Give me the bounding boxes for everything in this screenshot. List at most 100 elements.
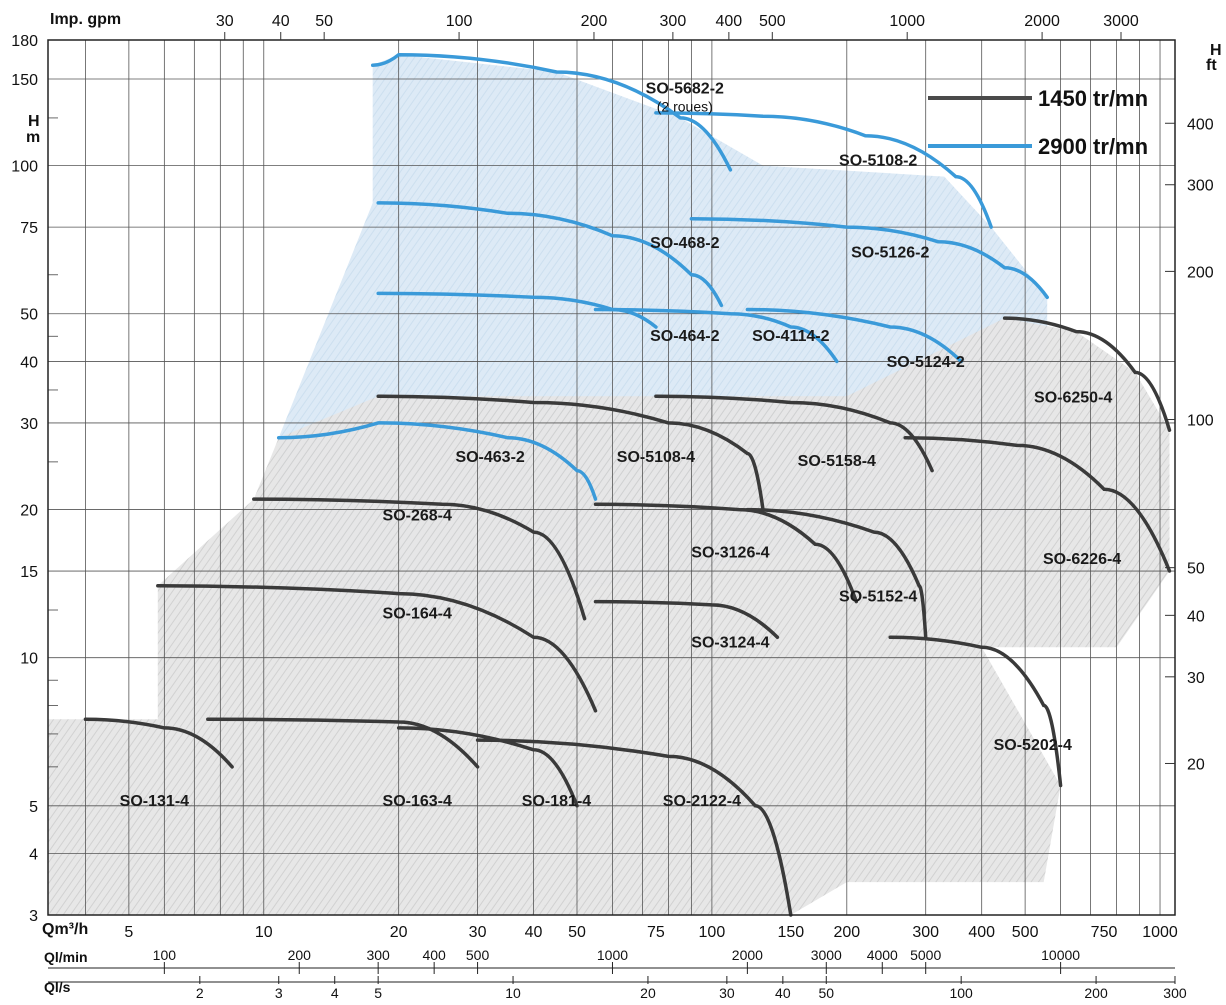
lmin-tick-3000: 3000 <box>811 947 842 963</box>
lmin-tick-10000: 10000 <box>1041 947 1080 963</box>
label-so-6250-4: SO-6250-4 <box>1034 390 1112 407</box>
pump-curves <box>83 52 1172 917</box>
y-right-tick-30: 30 <box>1187 670 1205 687</box>
label-so-268-4: SO-268-4 <box>383 508 452 525</box>
x-main-tick-100: 100 <box>699 924 726 941</box>
lmin-tick-100: 100 <box>153 947 177 963</box>
curve-so-163-4 <box>206 717 480 769</box>
label-so-463-2: SO-463-2 <box>455 449 524 466</box>
right-axis-unit: ft <box>1206 57 1217 74</box>
label-so-5108-4: SO-5108-4 <box>617 449 695 466</box>
top-axis-title: Imp. gpm <box>50 11 121 28</box>
left-axis-unit: m <box>26 129 40 146</box>
curve-so-164-4 <box>156 584 598 713</box>
legend: 1450 tr/mn 2900 tr/mn <box>928 86 1148 159</box>
y-left-tick-5: 5 <box>29 799 38 816</box>
y-right-tick-200: 200 <box>1187 264 1214 281</box>
x-main-tick-50: 50 <box>568 924 586 941</box>
axes: 3 4 5 10 15 20 30 40 50 75 100 150 180 20 30 40 50 100 200… <box>11 13 1214 1001</box>
ls-tick-10: 10 <box>505 985 521 1001</box>
grid-lines <box>48 39 1175 916</box>
y-left-tick-4: 4 <box>29 847 38 864</box>
coverage-area-2 <box>48 318 1170 916</box>
curve-so-5108-4 <box>376 394 765 512</box>
curve-so-268-4 <box>252 497 587 621</box>
label-so-3124-4: SO-3124-4 <box>691 634 769 651</box>
x-top-tick-400: 400 <box>716 13 743 30</box>
x-top-tick-500: 500 <box>759 13 786 30</box>
curve-so-5108-2 <box>654 111 993 229</box>
y-right-tick-40: 40 <box>1187 608 1205 625</box>
lmin-axis-title: Ql/min <box>44 949 88 965</box>
curve-so-2122-4 <box>475 738 793 917</box>
y-left-tick-180: 180 <box>11 33 38 50</box>
label-so-6226-4: SO-6226-4 <box>1043 551 1121 568</box>
curve-so-3126-4 <box>593 502 859 604</box>
label-so-2122-4: SO-2122-4 <box>663 793 741 810</box>
y-left-tick-30: 30 <box>20 416 38 433</box>
label-so-5158-4: SO-5158-4 <box>798 453 876 470</box>
label-so-5152-4: SO-5152-4 <box>839 589 917 606</box>
label-so-464-2: SO-464-2 <box>650 328 719 345</box>
lmin-tick-5000: 5000 <box>910 947 941 963</box>
x-top-tick-3000: 3000 <box>1103 13 1139 30</box>
curve-so-5158-4 <box>654 394 934 473</box>
x-main-tick-150: 150 <box>777 924 804 941</box>
label-so-5202-4: SO-5202-4 <box>994 737 1072 754</box>
label-so-5124-2: SO-5124-2 <box>887 354 965 371</box>
curve-so-464-2 <box>376 291 658 329</box>
lmin-tick-400: 400 <box>422 947 446 963</box>
y-right-tick-20: 20 <box>1187 756 1205 773</box>
y-left-tick-40: 40 <box>20 354 38 371</box>
x-main-tick-40: 40 <box>525 924 543 941</box>
label-so-164-4: SO-164-4 <box>383 606 452 623</box>
curve-so-468-2 <box>376 201 724 308</box>
ls-axis-title: Ql/s <box>44 979 71 995</box>
y-left-tick-100: 100 <box>11 159 38 176</box>
curve-so-5152-4 <box>745 507 928 640</box>
x-main-tick-5: 5 <box>124 924 133 941</box>
ls-tick-4: 4 <box>331 985 339 1001</box>
legend-label-2900: 2900 tr/mn <box>1038 134 1148 159</box>
y-left-tick-3: 3 <box>29 908 38 925</box>
x-top-tick-300: 300 <box>660 13 687 30</box>
pump-labels: SO-5682-2(2 roues) SO-5108-2 SO-468-2 SO-51… <box>120 81 1122 810</box>
ls-tick-30: 30 <box>719 985 735 1001</box>
curve-so-6250-4 <box>1002 316 1172 432</box>
lmin-tick-500: 500 <box>466 947 490 963</box>
x-main-tick-200: 200 <box>833 924 860 941</box>
x-top-tick-200: 200 <box>581 13 608 30</box>
coverage-areas <box>48 54 1170 916</box>
y-right-tick-400: 400 <box>1187 116 1214 133</box>
label-so-5108-2: SO-5108-2 <box>839 153 917 170</box>
ls-tick-300: 300 <box>1163 985 1187 1001</box>
label-so-5126-2: SO-5126-2 <box>851 245 929 262</box>
x-main-tick-750: 750 <box>1091 924 1118 941</box>
lmin-tick-4000: 4000 <box>867 947 898 963</box>
y-left-tick-75: 75 <box>20 220 38 237</box>
ls-tick-5: 5 <box>374 985 382 1001</box>
curve-so-463-2 <box>276 421 598 501</box>
x-main-tick-20: 20 <box>390 924 408 941</box>
x-top-tick-100: 100 <box>446 13 473 30</box>
x-top-tick-50: 50 <box>315 13 333 30</box>
right-axis-title: H <box>1210 42 1222 59</box>
lmin-tick-1000: 1000 <box>597 947 628 963</box>
x-main-tick-30: 30 <box>469 924 487 941</box>
y-right-tick-300: 300 <box>1187 178 1214 195</box>
label-so-5682-2: SO-5682-2 <box>646 81 724 98</box>
y-right-tick-50: 50 <box>1187 561 1205 578</box>
ls-tick-100: 100 <box>949 985 973 1001</box>
y-left-tick-20: 20 <box>20 503 38 520</box>
curve-so-6226-4 <box>903 435 1172 573</box>
x-main-tick-500: 500 <box>1012 924 1039 941</box>
curve-so-4114-2 <box>593 307 839 364</box>
label-so-468-2: SO-468-2 <box>650 235 719 252</box>
label-so-3126-4: SO-3126-4 <box>691 544 769 561</box>
ls-tick-20: 20 <box>640 985 656 1001</box>
plot-frame <box>47 39 1176 916</box>
x-main-tick-300: 300 <box>912 924 939 941</box>
y-left-tick-15: 15 <box>20 564 38 581</box>
ls-tick-3: 3 <box>275 985 283 1001</box>
